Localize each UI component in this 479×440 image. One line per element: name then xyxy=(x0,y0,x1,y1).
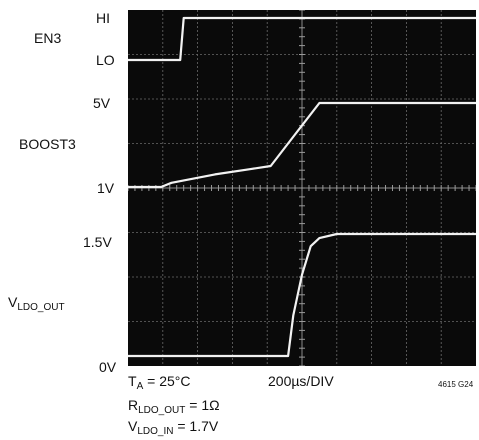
en3-hi-label: HI xyxy=(96,10,110,26)
vldo-label-main: V xyxy=(8,294,18,310)
ta-sub: A xyxy=(136,381,144,392)
figure-id: 4615 G24 xyxy=(438,380,474,389)
trace-en3 xyxy=(128,16,476,62)
vldo-1-5v-label: 1.5V xyxy=(83,234,112,250)
rout-rest: = 1Ω xyxy=(185,397,220,413)
boost3-1v-label: 1V xyxy=(97,180,115,196)
trace-vldo-out xyxy=(128,232,476,358)
en3-signal-label: EN3 xyxy=(34,30,62,46)
boost3-signal-label: BOOST3 xyxy=(19,136,76,152)
vldo-signal-label: VLDO_OUT xyxy=(8,294,65,316)
oscilloscope-screen xyxy=(128,10,476,366)
ta-rest: = 25°C xyxy=(143,373,191,389)
ta-note: TA = 25°C xyxy=(128,373,190,395)
rout-sub: LDO_OUT xyxy=(138,405,186,416)
vin-rest: = 1.7V xyxy=(173,418,219,434)
boost3-5v-label: 5V xyxy=(93,95,111,111)
rout-main: R xyxy=(128,397,139,413)
rout-note: RLDO_OUT = 1Ω xyxy=(128,397,220,419)
trace-boost3 xyxy=(128,101,476,189)
vldo-label-sub: LDO_OUT xyxy=(17,302,65,313)
ta-main: T xyxy=(128,373,137,389)
timebase-label: 200µs/DIV xyxy=(268,373,334,389)
graticule xyxy=(128,10,476,366)
traces xyxy=(128,16,476,358)
zero-volt-label: 0V xyxy=(99,359,117,375)
vin-note: VLDO_IN = 1.7V xyxy=(128,418,218,440)
en3-lo-label: LO xyxy=(96,52,115,68)
vin-main: V xyxy=(128,418,138,434)
vin-sub: LDO_IN xyxy=(137,426,174,437)
